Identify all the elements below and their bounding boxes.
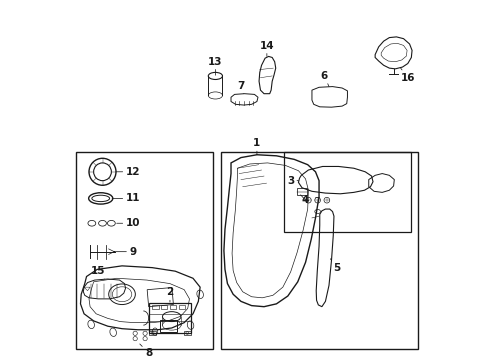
Text: 2: 2 <box>166 288 173 302</box>
Bar <box>152 305 158 309</box>
Text: 9: 9 <box>115 247 136 257</box>
Bar <box>149 303 190 333</box>
Text: 14: 14 <box>259 41 274 57</box>
Bar <box>161 305 167 309</box>
Text: 5: 5 <box>330 259 340 273</box>
Bar <box>283 152 410 232</box>
Text: 3: 3 <box>286 176 298 186</box>
Text: 6: 6 <box>320 71 328 87</box>
Text: 10: 10 <box>117 218 140 228</box>
Text: 4: 4 <box>300 195 308 205</box>
Bar <box>160 320 177 332</box>
Text: 16: 16 <box>400 68 414 83</box>
Text: 12: 12 <box>116 167 140 177</box>
Text: 13: 13 <box>208 57 222 75</box>
Bar <box>221 152 418 349</box>
Bar <box>149 331 156 335</box>
Bar <box>184 331 190 335</box>
Text: 11: 11 <box>112 193 140 203</box>
Bar <box>147 288 173 307</box>
Bar <box>76 152 212 349</box>
Text: 7: 7 <box>237 81 244 94</box>
Text: 1: 1 <box>253 138 260 155</box>
Text: 15: 15 <box>91 266 105 279</box>
Text: 8: 8 <box>140 344 152 358</box>
Bar <box>296 188 306 195</box>
Bar <box>170 305 176 309</box>
Bar <box>179 305 185 309</box>
